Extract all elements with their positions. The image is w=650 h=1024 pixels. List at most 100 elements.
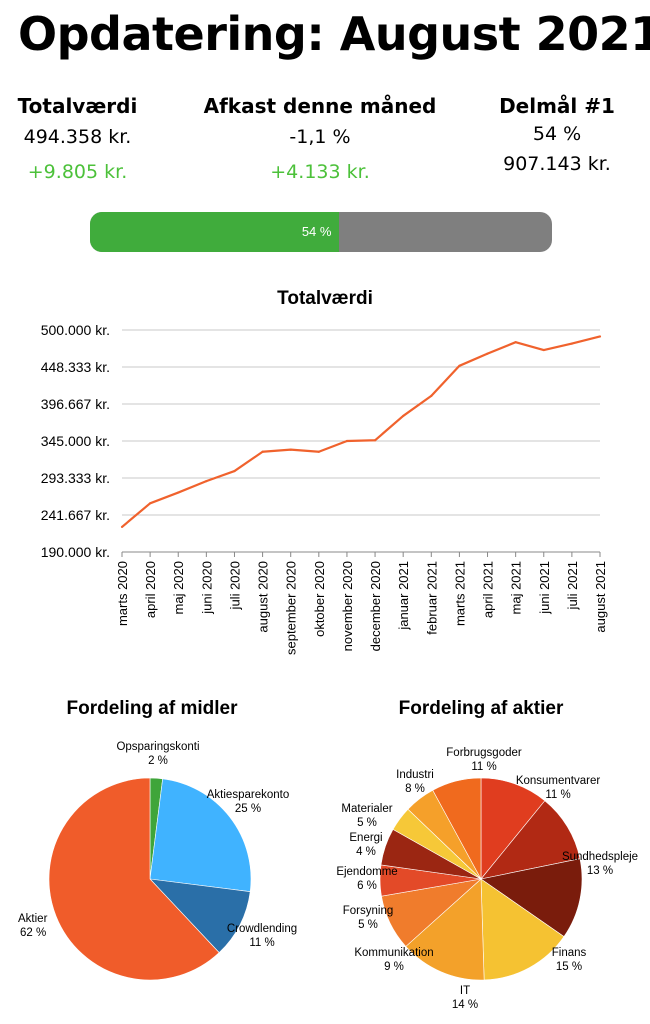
y-tick-label: 448.333 kr. — [41, 359, 110, 375]
pie-slice-label: Forbrugsgoder — [446, 747, 522, 759]
stat-total-value: Totalværdi 494.358 kr. +9.805 kr. — [0, 92, 155, 186]
progress-fill — [90, 212, 340, 252]
pie-slice-pct: 2 % — [148, 755, 168, 767]
pie-slice-pct: 15 % — [556, 961, 582, 973]
y-tick-label: 293.333 kr. — [41, 470, 110, 486]
series-line — [121, 335, 601, 528]
stat-change: +4.133 kr. — [270, 161, 370, 183]
pie-slice — [149, 878, 251, 954]
pie-slice-pct: 5 % — [358, 919, 378, 931]
data-point — [402, 414, 405, 418]
line-chart-title: Totalværdi — [277, 288, 373, 309]
pie-slice — [480, 858, 583, 937]
pie-slice-label: Industri — [396, 769, 434, 781]
pie-slice-label: Aktiesparekonto — [207, 789, 289, 801]
pie-slice — [48, 777, 220, 981]
pie-charts: Fordeling af midler Opsparingskonti 2 % Akt… — [18, 698, 638, 1011]
pie-slice-pct: 25 % — [235, 803, 261, 815]
data-point — [177, 491, 180, 494]
x-tick-label: april 2021 — [481, 561, 496, 618]
x-tick-label: marts 2020 — [115, 561, 130, 626]
pie-slice-label: Sundhedspleje — [562, 851, 638, 863]
data-point — [514, 341, 517, 344]
pie-slice-label: Crowdlending — [227, 923, 297, 935]
pie-slice-label: Forsyning — [343, 905, 394, 917]
data-point — [345, 439, 349, 443]
data-point — [373, 439, 377, 442]
pie-chart-title: Fordeling af midler — [66, 698, 238, 719]
data-point — [289, 448, 292, 451]
stat-target: 907.143 kr. — [503, 153, 611, 175]
data-point — [458, 364, 461, 367]
x-tick-label: februar 2021 — [424, 561, 439, 635]
pie-slice-pct: 9 % — [384, 961, 404, 973]
subgoal-progress-bar: 54 % — [90, 212, 552, 252]
pie-slice — [480, 800, 581, 880]
pie-slice-pct: 11 % — [545, 789, 570, 801]
page-title: Opdatering: August 2021 — [18, 7, 650, 61]
stat-label: Totalværdi — [17, 94, 138, 118]
pie-slice-pct: 62 % — [20, 927, 46, 939]
pie-slice-pct: 4 % — [356, 846, 376, 858]
pie-slice — [405, 878, 485, 981]
pie-slice-label: Energi — [349, 832, 382, 844]
pie-slice — [480, 878, 565, 981]
pie-chart-title: Fordeling af aktier — [399, 698, 564, 719]
x-tick-label: september 2020 — [284, 561, 299, 655]
x-tick-label: august 2020 — [256, 561, 271, 633]
data-point — [570, 342, 573, 345]
pie-slice-pct: 11 % — [471, 761, 496, 773]
pie-slice-label: Finans — [552, 947, 587, 959]
stat-monthly-return: Afkast denne måned -1,1 % +4.133 kr. — [185, 92, 455, 186]
pie-slice-pct: 8 % — [405, 783, 425, 795]
data-point — [233, 469, 236, 473]
data-point — [486, 352, 489, 355]
x-tick-label: november 2020 — [340, 561, 355, 651]
y-tick-label: 396.667 kr. — [41, 396, 110, 412]
x-tick-label: juli 2020 — [227, 561, 242, 610]
stat-label: Delmål #1 — [499, 94, 615, 118]
data-point — [542, 348, 545, 352]
pie-slice-label: IT — [460, 985, 470, 997]
data-point — [149, 502, 152, 505]
x-tick-label: maj 2020 — [171, 561, 186, 614]
pie-slice-pct: 6 % — [357, 880, 377, 892]
x-tick-label: december 2020 — [368, 561, 383, 651]
x-tick-label: maj 2021 — [509, 561, 524, 614]
stat-label: Afkast denne måned — [203, 94, 437, 118]
stat-value: 54 % — [532, 123, 582, 145]
pie-slice-label: Kommunikation — [354, 947, 433, 959]
pie-slice — [432, 777, 482, 880]
pie-slice-pct: 11 % — [249, 937, 274, 949]
x-tick-label: oktober 2020 — [312, 561, 327, 637]
y-tick-label: 500.000 kr. — [41, 322, 110, 338]
data-point — [205, 480, 208, 483]
data-point — [317, 450, 320, 453]
x-tick-label: april 2020 — [143, 561, 158, 618]
pie-slice-pct: 13 % — [587, 865, 613, 877]
x-tick-label: juni 2021 — [537, 561, 552, 615]
y-tick-label: 345.000 kr. — [41, 433, 110, 449]
pie-slice-label: Ejendomme — [336, 866, 397, 878]
y-tick-label: 241.667 kr. — [41, 507, 110, 523]
x-tick-label: marts 2021 — [452, 561, 467, 626]
data-point — [120, 525, 124, 529]
pie-slice-pct: 5 % — [357, 817, 377, 829]
stat-value: -1,1 % — [289, 126, 351, 148]
data-point — [430, 394, 433, 397]
line-chart-total-value: Totalværdi 190.000 kr. 241.667 kr. 293.333 … — [41, 288, 608, 655]
pie-slice — [480, 777, 546, 880]
pie-slice-pct: 14 % — [452, 999, 478, 1011]
x-tick-label: januar 2021 — [396, 561, 411, 631]
pie-slice-label: Opsparingskonti — [116, 741, 199, 753]
data-point — [598, 335, 602, 338]
stat-subgoal: Delmål #1 54 % 907.143 kr. — [482, 92, 632, 178]
y-tick-label: 190.000 kr. — [41, 544, 110, 560]
x-tick-label: august 2021 — [593, 561, 608, 633]
pie-slice-label: Konsumentvarer — [516, 775, 601, 787]
data-point — [261, 450, 264, 453]
progress-label: 54 % — [301, 224, 332, 239]
stat-change: +9.805 kr. — [27, 161, 128, 183]
pie-slice-label: Aktier — [18, 913, 48, 925]
pie-slice — [149, 778, 252, 892]
